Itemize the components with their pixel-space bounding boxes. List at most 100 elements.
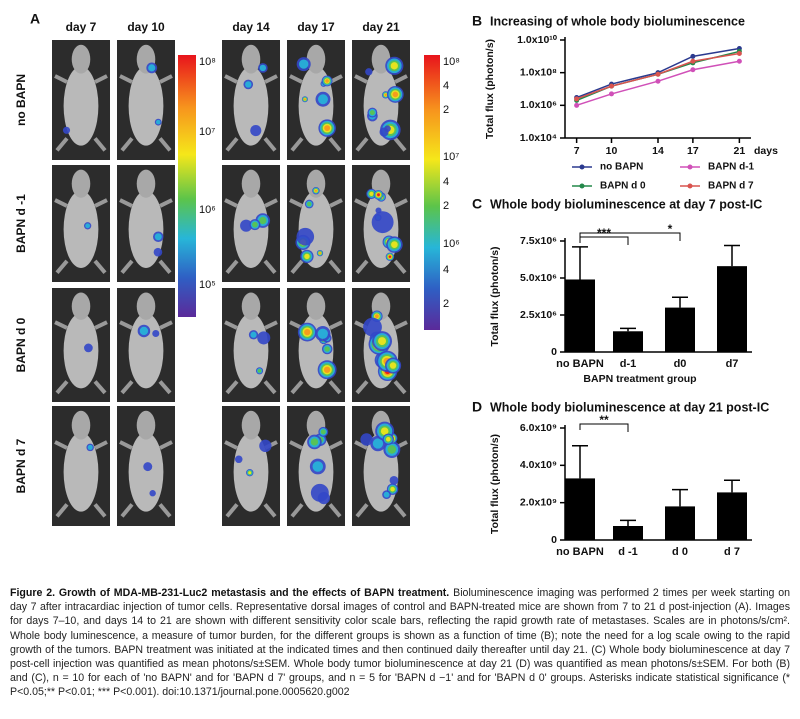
signal-blob — [386, 436, 391, 442]
mouse-body — [128, 66, 164, 146]
x-tick-label: d 7 — [724, 546, 740, 558]
mouse-body — [233, 313, 269, 389]
mouse-body — [63, 313, 99, 389]
mouse-leg — [159, 74, 173, 84]
signal-blob — [310, 438, 319, 446]
scale-label: 10⁷ — [199, 126, 215, 138]
mouse-leg — [159, 198, 173, 208]
panel-label: B — [472, 13, 482, 29]
scale-label: 4 — [443, 264, 449, 276]
signal-blob — [378, 337, 387, 346]
data-point — [609, 83, 614, 89]
mouse-leg — [290, 137, 304, 152]
signal-blob — [245, 81, 252, 88]
mouse-head — [241, 169, 261, 198]
y-tick-label: 7.5x10⁶ — [520, 235, 557, 247]
mouse-leg — [94, 320, 108, 330]
signal-blob — [318, 252, 322, 255]
mouse-leg — [120, 137, 134, 152]
mouse-leg — [264, 320, 278, 330]
signal-blob — [240, 219, 253, 232]
x-tick-label: d7 — [726, 358, 739, 370]
signal-blob — [84, 343, 93, 353]
scale-label: 2 — [443, 298, 449, 310]
mouse-leg — [120, 503, 134, 518]
signal-blob — [257, 369, 262, 373]
mouse-head — [136, 292, 156, 320]
signal-blob — [259, 64, 267, 72]
legend-label: BAPN d 7 — [708, 181, 754, 192]
mouse-leg — [263, 380, 277, 395]
column-label: day 7 — [66, 20, 97, 34]
error-bar — [620, 519, 636, 526]
mouse-leg — [290, 380, 304, 395]
mouse-leg — [263, 503, 277, 518]
figure-caption: Figure 2. Growth of MDA-MB-231-Luc2 meta… — [10, 586, 790, 700]
y-tick-label: 1.0x10⁸ — [520, 66, 557, 78]
mouse-leg — [329, 198, 343, 208]
mouse-leg — [225, 259, 239, 274]
error-bar — [724, 244, 740, 267]
signal-blob — [363, 317, 382, 337]
mouse-head — [241, 44, 261, 74]
mouse-leg — [159, 440, 173, 450]
mouse-leg — [119, 198, 133, 208]
error-bar — [672, 488, 688, 507]
mouse-leg — [224, 440, 238, 450]
scale-label: 10⁵ — [199, 279, 216, 291]
row-label: BAPN d -1 — [14, 194, 28, 253]
mouse-leg — [328, 259, 342, 274]
column-label: day 17 — [297, 20, 335, 34]
mouse-leg — [329, 320, 343, 330]
signal-blob — [389, 475, 399, 485]
data-point — [690, 58, 696, 64]
mouse-leg — [120, 380, 134, 395]
error-bar — [724, 479, 740, 493]
panel-label: D — [472, 399, 482, 415]
mouse-body — [128, 313, 164, 389]
significance-label: * — [668, 222, 673, 236]
mouse-head — [241, 410, 261, 440]
mouse-head — [241, 292, 261, 320]
x-tick-label: d-1 — [620, 358, 637, 370]
data-point — [690, 53, 696, 59]
legend-label: no BAPN — [600, 162, 643, 173]
mouse-leg — [290, 503, 304, 518]
mouse-head — [136, 410, 156, 440]
significance-bracket — [579, 232, 681, 241]
data-point — [609, 91, 614, 97]
signal-blob — [365, 68, 373, 76]
scale-label: 4 — [443, 176, 449, 188]
mouse-leg — [354, 74, 368, 84]
mouse-body — [63, 190, 99, 268]
panel-label: A — [30, 11, 40, 27]
mouse-leg — [329, 440, 343, 450]
signal-blob — [304, 253, 310, 260]
signal-blob — [153, 247, 163, 257]
mouse-leg — [354, 440, 368, 450]
signal-blob — [139, 326, 149, 336]
mouse-leg — [225, 380, 239, 395]
mouse-leg — [159, 320, 173, 330]
mouse-leg — [55, 503, 69, 518]
chart-title: Whole body bioluminescence at day 7 post… — [490, 197, 762, 211]
mouse-leg — [93, 503, 107, 518]
bar — [613, 526, 643, 540]
mouse-leg — [394, 320, 408, 330]
mouse-body — [233, 66, 269, 146]
bar — [665, 307, 695, 352]
figure: A day 7 day 10 day 14 day 17 day 21 no BAPN BA… — [14, 11, 778, 558]
signal-blob — [369, 191, 374, 196]
mouse-leg — [93, 380, 107, 395]
y-tick-label: 1.0x10⁶ — [520, 99, 557, 111]
mouse-leg — [289, 74, 303, 84]
mouse-head — [136, 169, 156, 198]
y-tick-label: 2.5x10⁶ — [520, 309, 557, 321]
mouse-leg — [355, 137, 369, 152]
mouse-leg — [393, 380, 407, 395]
signal-blob — [369, 110, 375, 116]
x-tick-label: d -1 — [618, 546, 638, 558]
y-tick-label: 1.0x10⁴ — [520, 132, 557, 144]
signal-blob — [380, 427, 389, 435]
